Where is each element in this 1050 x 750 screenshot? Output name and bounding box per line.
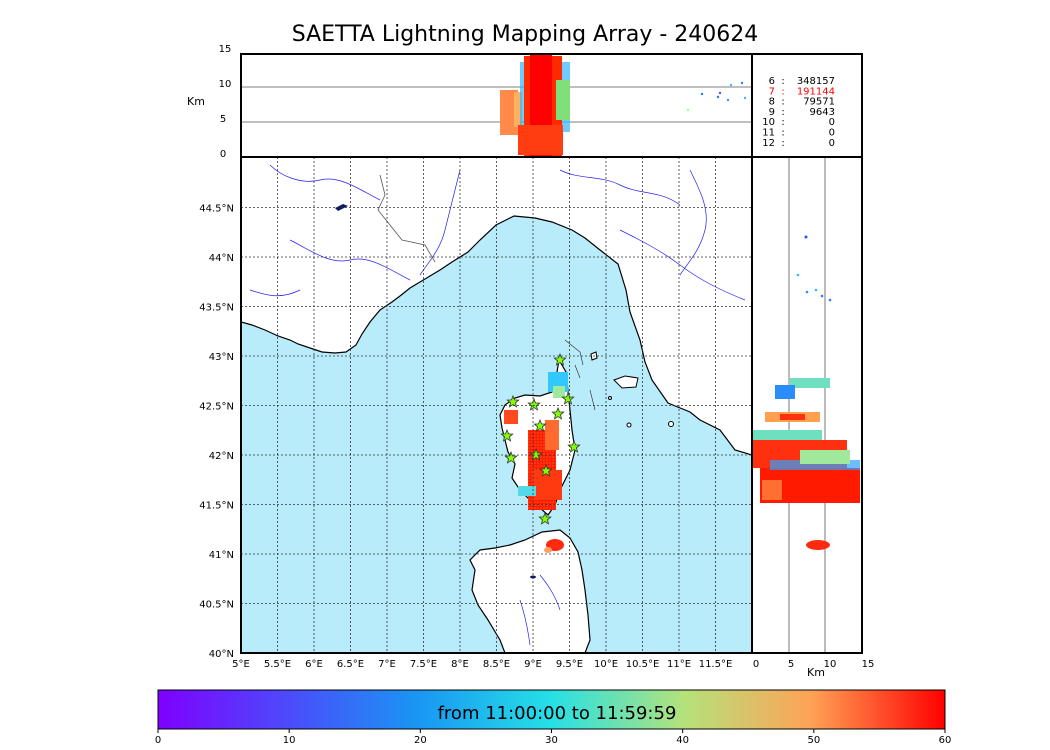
lon-tick-label: 10°E bbox=[594, 659, 618, 670]
colorbar-tick-label: 20 bbox=[414, 735, 427, 746]
map-panel: 40°N 40.5°N 41°N 41.5°N 42°N 42.5°N 43°N 43.5°N… bbox=[199, 156, 753, 670]
right-tick-15: 15 bbox=[862, 659, 875, 670]
lon-tick-label: 6°E bbox=[305, 659, 323, 670]
station-count-number: 8 bbox=[769, 97, 775, 108]
station-count-sep: : bbox=[781, 128, 784, 139]
colorbar-tick-label: 40 bbox=[676, 735, 689, 746]
colorbar-tick-label: 60 bbox=[939, 735, 952, 746]
station-count-number: 10 bbox=[762, 117, 775, 128]
station-count-value: 191144 bbox=[797, 86, 835, 97]
alt-tick-0: 0 bbox=[220, 149, 226, 160]
station-count-value: 0 bbox=[829, 128, 835, 139]
colorbar-label: from 11:00:00 to 11:59:59 bbox=[438, 703, 677, 724]
lat-tick-label: 40°N bbox=[209, 649, 234, 660]
station-count-value: 79571 bbox=[803, 97, 835, 108]
lat-tick-label: 44°N bbox=[209, 253, 234, 264]
altitude-panel: 15 10 5 0 Km bbox=[187, 44, 753, 160]
lat-tick-label: 42°N bbox=[209, 451, 234, 462]
lat-tick-label: 41.5°N bbox=[199, 501, 234, 512]
station-star bbox=[529, 447, 543, 461]
colorbar-tick-label: 30 bbox=[545, 735, 558, 746]
station-star bbox=[500, 428, 514, 442]
lon-tick-label: 10.5°E bbox=[626, 659, 660, 670]
colorbar-tick-label: 10 bbox=[283, 735, 296, 746]
colorbar-tick-label: 0 bbox=[155, 735, 161, 746]
lon-tick-label: 9°E bbox=[524, 659, 542, 670]
alt-tick-10: 10 bbox=[219, 79, 232, 90]
alt-tick-15: 15 bbox=[219, 44, 232, 55]
figure-title: SAETTA Lightning Mapping Array - 240624 bbox=[291, 22, 759, 47]
right-tick-5: 5 bbox=[788, 659, 794, 670]
station-count-number: 7 bbox=[769, 86, 775, 97]
time-colorbar: from 11:00:00 to 11:59:59 0 10 20 30 40 50 60 bbox=[155, 689, 952, 746]
lat-tick-label: 42.5°N bbox=[199, 402, 234, 413]
lon-tick-label: 6.5°E bbox=[337, 659, 364, 670]
station-count-number: 11 bbox=[762, 128, 775, 139]
lon-tick-label: 8.5°E bbox=[483, 659, 510, 670]
lat-tick-label: 41°N bbox=[209, 550, 234, 561]
station-star bbox=[538, 511, 552, 525]
station-star bbox=[561, 391, 575, 405]
station-count-number: 6 bbox=[769, 76, 775, 87]
lon-tick-label: 5°E bbox=[232, 659, 250, 670]
station-count-number: 12 bbox=[762, 138, 775, 149]
station-count-sep: : bbox=[781, 97, 784, 108]
station-star bbox=[539, 463, 553, 477]
lat-tick-label: 43°N bbox=[209, 352, 234, 363]
sardinia-island bbox=[469, 529, 591, 653]
station-star bbox=[506, 394, 520, 408]
station-count-value: 348157 bbox=[797, 76, 835, 87]
station-star bbox=[504, 450, 518, 464]
station-star bbox=[551, 406, 565, 420]
station-count-number: 9 bbox=[769, 107, 775, 118]
lon-tick-label: 11.5°E bbox=[699, 659, 733, 670]
station-count-sep: : bbox=[781, 107, 784, 118]
lon-tick-label: 9.5°E bbox=[556, 659, 583, 670]
station-count-sep: : bbox=[781, 86, 784, 97]
lon-tick-label: 7°E bbox=[378, 659, 396, 670]
right-tick-0: 0 bbox=[753, 659, 759, 670]
station-star bbox=[553, 352, 567, 366]
station-count-panel: 6: 348157 7: 191144 8: 79571 9: 9643 10: 0 11: 0 12:… bbox=[751, 53, 863, 158]
alt-axis-label: Km bbox=[187, 95, 205, 108]
station-count-sep: : bbox=[781, 117, 784, 128]
lat-tick-label: 43.5°N bbox=[199, 303, 234, 314]
station-count-sep: : bbox=[781, 138, 784, 149]
altitude-sources bbox=[500, 54, 747, 156]
right-tick-10: 10 bbox=[824, 659, 837, 670]
station-count-value: 0 bbox=[829, 138, 835, 149]
station-star bbox=[527, 397, 541, 411]
right-sources bbox=[752, 235, 860, 550]
lat-tick-label: 44.5°N bbox=[199, 204, 234, 215]
station-count-sep: : bbox=[781, 76, 784, 87]
lightning-sources bbox=[504, 372, 568, 553]
right-axis-label: Km bbox=[807, 666, 825, 679]
lon-tick-label: 5.5°E bbox=[264, 659, 291, 670]
lon-tick-label: 7.5°E bbox=[410, 659, 437, 670]
lma-stations bbox=[500, 352, 581, 525]
station-star bbox=[533, 418, 547, 432]
alt-tick-5: 5 bbox=[220, 114, 226, 125]
lat-tick-label: 40.5°N bbox=[199, 600, 234, 611]
lon-tick-label: 8°E bbox=[451, 659, 469, 670]
lon-tick-label: 11°E bbox=[667, 659, 691, 670]
station-count-value: 9643 bbox=[810, 107, 835, 118]
colorbar-tick-label: 50 bbox=[807, 735, 820, 746]
rivers bbox=[249, 164, 746, 646]
right-altitude-panel: 0 5 10 15 Km bbox=[751, 156, 875, 679]
station-count-value: 0 bbox=[829, 117, 835, 128]
elba-island bbox=[613, 375, 639, 389]
